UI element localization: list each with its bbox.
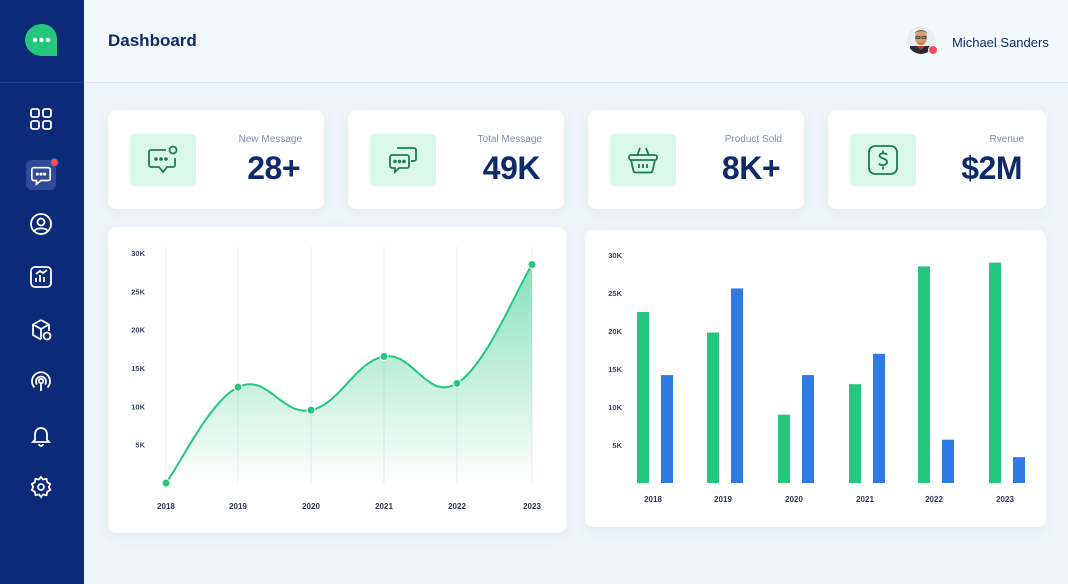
bar (942, 439, 954, 483)
bar (849, 384, 861, 483)
grid-icon (30, 108, 52, 130)
bar (989, 262, 1001, 483)
nav-dashboard[interactable] (26, 104, 56, 134)
x-tick-label: 2021 (856, 495, 874, 504)
y-tick-label: 25K (608, 289, 622, 298)
app-logo[interactable] (24, 23, 60, 59)
user-name[interactable]: Michael Sanders (952, 35, 1049, 50)
broadcast-icon (31, 371, 51, 391)
nav-analytics[interactable] (26, 262, 56, 292)
x-tick-label: 2019 (714, 495, 732, 504)
x-tick-label: 2021 (375, 502, 393, 511)
y-tick-label: 15K (608, 365, 622, 374)
stat-icon-box (130, 134, 196, 186)
bar-chart-card: 30K 25K 20K 15K 10K 5K 2018 2019 2020 2021 2022 202… (585, 230, 1046, 527)
x-tick-label: 2019 (229, 502, 247, 511)
y-tick-label: 10K (131, 402, 145, 411)
x-tick-label: 2023 (996, 495, 1014, 504)
bar (778, 414, 790, 483)
gear-icon (30, 475, 52, 499)
bell-icon (30, 427, 52, 447)
notification-dot (50, 158, 59, 167)
message-icon (31, 166, 51, 186)
stat-card-product-sold[interactable]: Product Sold 8K+ (588, 110, 804, 209)
stat-icon-box (370, 134, 436, 186)
basket-icon (628, 147, 658, 174)
bar-chart: 30K 25K 20K 15K 10K 5K 2018 2019 2020 2021 2022 202… (608, 251, 1025, 504)
package-icon (32, 319, 52, 341)
x-tick-label: 2018 (644, 495, 662, 504)
data-point (452, 378, 462, 388)
y-tick-label: 5K (135, 441, 145, 450)
user-icon (30, 213, 52, 235)
stat-value: 28+ (247, 150, 300, 186)
messages-icon (389, 147, 417, 175)
bar (873, 353, 885, 483)
stat-value: 8K+ (721, 150, 781, 186)
stat-icon-box (850, 134, 916, 186)
stat-label: Rvenue (989, 134, 1024, 145)
y-tick-label: 20K (131, 326, 145, 335)
stat-card-new-message[interactable]: New Message 28+ (108, 110, 324, 209)
area-chart: 30K 25K 20K 15K 10K 5K 2018 2019 2020 2021 2022 202… (131, 247, 541, 511)
stat-card-revenue[interactable]: Rvenue $2M (828, 110, 1046, 209)
y-tick-label: 25K (131, 287, 145, 296)
stat-label: New Message (238, 134, 302, 145)
stat-icon-box (610, 134, 676, 186)
nav-settings[interactable] (26, 472, 56, 502)
top-header: Dashboard Michael Sanders (84, 0, 1068, 83)
bar (707, 332, 719, 483)
data-point (379, 352, 389, 361)
data-point (527, 260, 537, 269)
nav-messages[interactable] (26, 158, 59, 190)
x-tick-label: 2023 (523, 502, 541, 511)
stat-label: Product Sold (724, 134, 782, 145)
y-tick-label: 20K (608, 327, 622, 336)
data-point (306, 405, 316, 415)
stat-value: $2M (961, 150, 1022, 186)
nav-products[interactable] (26, 315, 56, 345)
x-tick-label: 2020 (785, 495, 803, 504)
bar (1013, 457, 1025, 483)
bar (802, 375, 814, 483)
x-tick-label: 2022 (448, 502, 466, 511)
y-tick-label: 30K (608, 251, 622, 260)
message-notification-icon (148, 145, 178, 174)
sidebar (0, 0, 84, 584)
bar (661, 375, 673, 483)
status-badge (928, 45, 938, 55)
y-tick-label: 10K (608, 403, 622, 412)
x-tick-label: 2022 (925, 495, 943, 504)
data-point (233, 382, 243, 392)
bar (637, 312, 649, 483)
stat-value: 49K (482, 150, 541, 186)
area-fill (166, 264, 532, 483)
bar (731, 288, 743, 483)
page-title: Dashboard (108, 31, 197, 50)
area-chart-card: 30K 25K 20K 15K 10K 5K 2018 2019 2020 2021 2022 202… (108, 227, 566, 533)
y-tick-label: 30K (131, 249, 145, 258)
y-tick-label: 5K (612, 441, 622, 450)
avatar[interactable] (907, 26, 938, 55)
x-tick-label: 2018 (157, 502, 175, 511)
bar (918, 266, 930, 483)
data-point (161, 478, 171, 488)
nav-profile[interactable] (26, 209, 56, 239)
y-tick-label: 15K (131, 364, 145, 373)
dollar-icon (868, 145, 898, 175)
stat-label: Total Message (477, 134, 542, 145)
nav-broadcast[interactable] (26, 367, 56, 397)
nav-notifications[interactable] (26, 420, 56, 450)
stat-card-total-message[interactable]: Total Message 49K (348, 110, 564, 209)
series-line (165, 263, 533, 484)
analytics-icon (30, 266, 52, 288)
logo-area (0, 0, 84, 83)
x-tick-label: 2020 (302, 502, 320, 511)
